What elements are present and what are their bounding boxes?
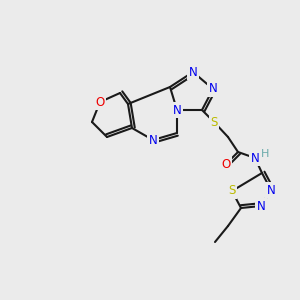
Text: N: N bbox=[267, 184, 275, 196]
Text: S: S bbox=[210, 116, 218, 128]
Text: N: N bbox=[256, 200, 266, 212]
Text: N: N bbox=[189, 65, 197, 79]
Text: S: S bbox=[228, 184, 236, 197]
Text: O: O bbox=[221, 158, 231, 170]
Text: N: N bbox=[172, 103, 182, 116]
Text: H: H bbox=[261, 149, 269, 159]
Text: N: N bbox=[208, 82, 217, 95]
Text: O: O bbox=[95, 95, 105, 109]
Text: N: N bbox=[148, 134, 158, 146]
Text: N: N bbox=[250, 152, 260, 164]
